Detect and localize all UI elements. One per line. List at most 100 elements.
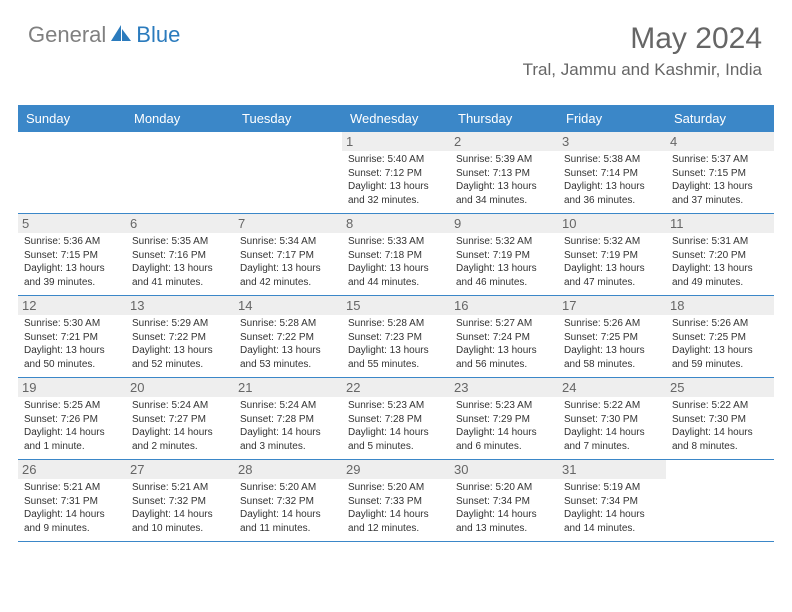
day-cell: 13 Sunrise: 5:29 AMSunset: 7:22 PMDayligh… bbox=[126, 296, 234, 377]
day-cell: 20Sunrise: 5:24 AMSunset: 7:27 PMDayligh… bbox=[126, 378, 234, 459]
week-row: 26Sunrise: 5:21 AMSunset: 7:31 PMDayligh… bbox=[18, 460, 774, 542]
day-info: Sunrise: 5:31 AMSunset: 7:20 PMDaylight:… bbox=[672, 235, 768, 289]
day-info: Sunrise: 5:35 AMSunset: 7:16 PMDaylight:… bbox=[132, 235, 228, 289]
day-info: Sunrise: 5:40 AMSunset: 7:12 PMDaylight:… bbox=[348, 153, 444, 207]
logo-sail-icon bbox=[109, 23, 133, 48]
day-number: 12 bbox=[18, 296, 126, 315]
week-row: 12 Sunrise: 5:30 AMSunset: 7:21 PMDayligh… bbox=[18, 296, 774, 378]
day-cell: 17Sunrise: 5:26 AMSunset: 7:25 PMDayligh… bbox=[558, 296, 666, 377]
day-cell: 27 Sunrise: 5:21 AMSunset: 7:32 PMDayligh… bbox=[126, 460, 234, 541]
logo-text-blue: Blue bbox=[136, 22, 180, 48]
day-cell: 1 Sunrise: 5:40 AMSunset: 7:12 PMDaylight… bbox=[342, 132, 450, 213]
day-cell: 3 Sunrise: 5:38 AMSunset: 7:14 PMDaylight… bbox=[558, 132, 666, 213]
day-number: 21 bbox=[234, 378, 342, 397]
day-cell: 25 Sunrise: 5:22 AMSunset: 7:30 PMDayligh… bbox=[666, 378, 774, 459]
day-number: 25 bbox=[666, 378, 774, 397]
day-cell: 21 Sunrise: 5:24 AMSunset: 7:28 PMDayligh… bbox=[234, 378, 342, 459]
day-info: Sunrise: 5:21 AMSunset: 7:31 PMDaylight:… bbox=[24, 481, 120, 535]
day-cell bbox=[234, 132, 342, 213]
day-cell: 14 Sunrise: 5:28 AMSunset: 7:22 PMDayligh… bbox=[234, 296, 342, 377]
day-number: 23 bbox=[450, 378, 558, 397]
day-number: 2 bbox=[450, 132, 558, 151]
day-info: Sunrise: 5:28 AMSunset: 7:22 PMDaylight:… bbox=[240, 317, 336, 371]
day-header: Saturday bbox=[666, 105, 774, 132]
week-row: 19Sunrise: 5:25 AMSunset: 7:26 PMDayligh… bbox=[18, 378, 774, 460]
day-number: 29 bbox=[342, 460, 450, 479]
day-number: 10 bbox=[558, 214, 666, 233]
day-cell: 7 Sunrise: 5:34 AMSunset: 7:17 PMDaylight… bbox=[234, 214, 342, 295]
day-info: Sunrise: 5:32 AMSunset: 7:19 PMDaylight:… bbox=[564, 235, 660, 289]
day-number: 9 bbox=[450, 214, 558, 233]
day-info: Sunrise: 5:30 AMSunset: 7:21 PMDaylight:… bbox=[24, 317, 120, 371]
day-number: 6 bbox=[126, 214, 234, 233]
day-cell: 23 Sunrise: 5:23 AMSunset: 7:29 PMDayligh… bbox=[450, 378, 558, 459]
day-cell: 29 Sunrise: 5:20 AMSunset: 7:33 PMDayligh… bbox=[342, 460, 450, 541]
day-number: 15 bbox=[342, 296, 450, 315]
day-cell: 26Sunrise: 5:21 AMSunset: 7:31 PMDayligh… bbox=[18, 460, 126, 541]
day-cell: 5Sunrise: 5:36 AMSunset: 7:15 PMDaylight… bbox=[18, 214, 126, 295]
day-info: Sunrise: 5:39 AMSunset: 7:13 PMDaylight:… bbox=[456, 153, 552, 207]
title-block: May 2024 Tral, Jammu and Kashmir, India bbox=[523, 22, 762, 80]
logo: General Blue bbox=[28, 22, 180, 48]
day-number: 18 bbox=[666, 296, 774, 315]
day-cell: 12 Sunrise: 5:30 AMSunset: 7:21 PMDayligh… bbox=[18, 296, 126, 377]
day-number: 31 bbox=[558, 460, 666, 479]
day-info: Sunrise: 5:33 AMSunset: 7:18 PMDaylight:… bbox=[348, 235, 444, 289]
day-info: Sunrise: 5:27 AMSunset: 7:24 PMDaylight:… bbox=[456, 317, 552, 371]
day-number: 28 bbox=[234, 460, 342, 479]
day-number: 17 bbox=[558, 296, 666, 315]
day-number: 19 bbox=[18, 378, 126, 397]
day-cell bbox=[18, 132, 126, 213]
day-cell: 8Sunrise: 5:33 AMSunset: 7:18 PMDaylight… bbox=[342, 214, 450, 295]
day-info: Sunrise: 5:24 AMSunset: 7:27 PMDaylight:… bbox=[132, 399, 228, 453]
month-title: May 2024 bbox=[523, 22, 762, 56]
day-cell: 11Sunrise: 5:31 AMSunset: 7:20 PMDayligh… bbox=[666, 214, 774, 295]
day-info: Sunrise: 5:28 AMSunset: 7:23 PMDaylight:… bbox=[348, 317, 444, 371]
day-cell: 10 Sunrise: 5:32 AMSunset: 7:19 PMDayligh… bbox=[558, 214, 666, 295]
location: Tral, Jammu and Kashmir, India bbox=[523, 60, 762, 80]
calendar-header-row: SundayMondayTuesdayWednesdayThursdayFrid… bbox=[18, 105, 774, 132]
day-number: 14 bbox=[234, 296, 342, 315]
day-cell bbox=[126, 132, 234, 213]
day-info: Sunrise: 5:32 AMSunset: 7:19 PMDaylight:… bbox=[456, 235, 552, 289]
logo-text-general: General bbox=[28, 22, 106, 48]
day-info: Sunrise: 5:29 AMSunset: 7:22 PMDaylight:… bbox=[132, 317, 228, 371]
day-number: 30 bbox=[450, 460, 558, 479]
day-cell: 6 Sunrise: 5:35 AMSunset: 7:16 PMDaylight… bbox=[126, 214, 234, 295]
day-cell: 28 Sunrise: 5:20 AMSunset: 7:32 PMDayligh… bbox=[234, 460, 342, 541]
week-row: 5Sunrise: 5:36 AMSunset: 7:15 PMDaylight… bbox=[18, 214, 774, 296]
day-info: Sunrise: 5:21 AMSunset: 7:32 PMDaylight:… bbox=[132, 481, 228, 535]
day-number: 7 bbox=[234, 214, 342, 233]
day-cell: 30 Sunrise: 5:20 AMSunset: 7:34 PMDayligh… bbox=[450, 460, 558, 541]
day-cell: 31 Sunrise: 5:19 AMSunset: 7:34 PMDayligh… bbox=[558, 460, 666, 541]
day-cell: 2 Sunrise: 5:39 AMSunset: 7:13 PMDaylight… bbox=[450, 132, 558, 213]
day-info: Sunrise: 5:20 AMSunset: 7:32 PMDaylight:… bbox=[240, 481, 336, 535]
day-info: Sunrise: 5:23 AMSunset: 7:29 PMDaylight:… bbox=[456, 399, 552, 453]
day-info: Sunrise: 5:38 AMSunset: 7:14 PMDaylight:… bbox=[564, 153, 660, 207]
day-header: Monday bbox=[126, 105, 234, 132]
day-info: Sunrise: 5:26 AMSunset: 7:25 PMDaylight:… bbox=[672, 317, 768, 371]
day-number: 22 bbox=[342, 378, 450, 397]
day-number: 3 bbox=[558, 132, 666, 151]
day-info: Sunrise: 5:23 AMSunset: 7:28 PMDaylight:… bbox=[348, 399, 444, 453]
day-number: 13 bbox=[126, 296, 234, 315]
day-header: Sunday bbox=[18, 105, 126, 132]
week-row: 1 Sunrise: 5:40 AMSunset: 7:12 PMDaylight… bbox=[18, 132, 774, 214]
day-number: 27 bbox=[126, 460, 234, 479]
day-info: Sunrise: 5:24 AMSunset: 7:28 PMDaylight:… bbox=[240, 399, 336, 453]
day-info: Sunrise: 5:22 AMSunset: 7:30 PMDaylight:… bbox=[564, 399, 660, 453]
day-info: Sunrise: 5:22 AMSunset: 7:30 PMDaylight:… bbox=[672, 399, 768, 453]
day-header: Friday bbox=[558, 105, 666, 132]
day-cell: 24 Sunrise: 5:22 AMSunset: 7:30 PMDayligh… bbox=[558, 378, 666, 459]
day-number: 24 bbox=[558, 378, 666, 397]
calendar: SundayMondayTuesdayWednesdayThursdayFrid… bbox=[18, 105, 774, 542]
day-cell: 18 Sunrise: 5:26 AMSunset: 7:25 PMDayligh… bbox=[666, 296, 774, 377]
day-header: Tuesday bbox=[234, 105, 342, 132]
day-info: Sunrise: 5:20 AMSunset: 7:34 PMDaylight:… bbox=[456, 481, 552, 535]
day-info: Sunrise: 5:19 AMSunset: 7:34 PMDaylight:… bbox=[564, 481, 660, 535]
day-info: Sunrise: 5:20 AMSunset: 7:33 PMDaylight:… bbox=[348, 481, 444, 535]
day-info: Sunrise: 5:34 AMSunset: 7:17 PMDaylight:… bbox=[240, 235, 336, 289]
day-cell: 16Sunrise: 5:27 AMSunset: 7:24 PMDayligh… bbox=[450, 296, 558, 377]
day-number: 1 bbox=[342, 132, 450, 151]
day-cell: 19Sunrise: 5:25 AMSunset: 7:26 PMDayligh… bbox=[18, 378, 126, 459]
